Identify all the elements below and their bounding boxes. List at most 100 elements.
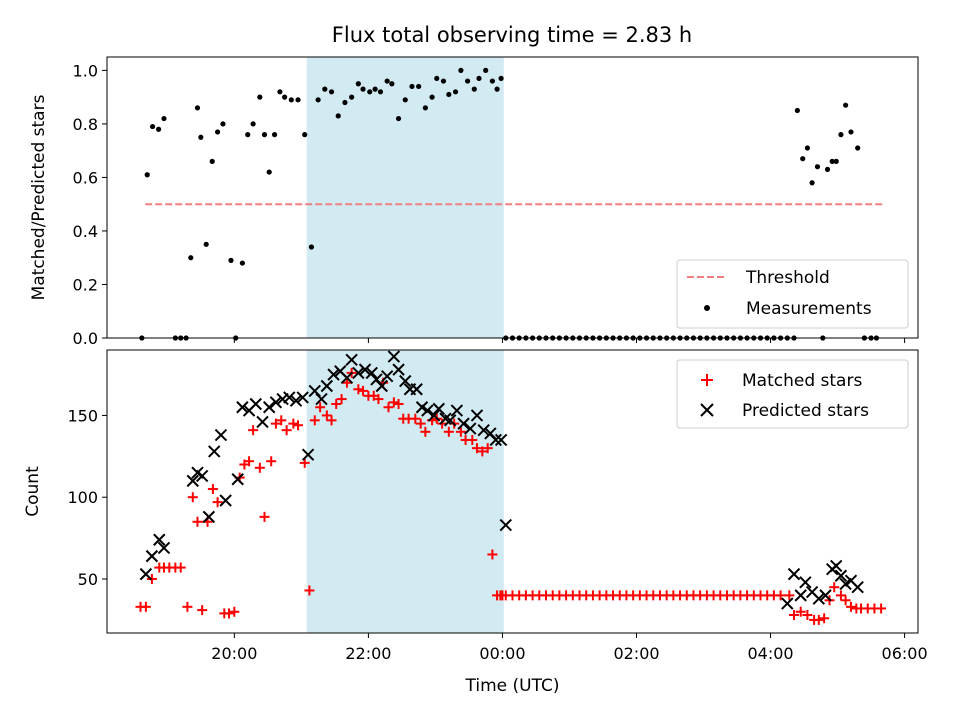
predicted-star-point [470, 409, 484, 422]
matched-star-point [248, 425, 259, 436]
measurement-point [434, 75, 440, 82]
x-axis-label: Time (UTC) [465, 676, 560, 696]
measurement-point [429, 94, 435, 100]
predicted-star-point [327, 368, 340, 381]
predicted-star-point [830, 559, 843, 573]
matched-star-point [304, 585, 315, 596]
measurement-point [302, 132, 308, 138]
measurement-point [149, 123, 156, 130]
measurement-point [838, 132, 844, 138]
matched-star-point [482, 443, 493, 454]
ratio-y-tick-label: 0.6 [73, 168, 98, 187]
matched-star-point [175, 562, 186, 573]
measurement-point [250, 121, 256, 127]
matched-star-point [270, 418, 281, 429]
measurement-point [194, 105, 201, 111]
legend-measurements-swatch [704, 305, 710, 311]
measurement-point [308, 244, 315, 250]
matched-star-point [383, 402, 394, 413]
x-tick-label: 22:00 [345, 644, 391, 663]
measurement-point [458, 67, 464, 73]
measurement-point [257, 94, 263, 100]
measurement-point [203, 241, 209, 247]
predicted-star-point [320, 379, 334, 393]
ratio-y-tick-label: 0.8 [73, 115, 98, 134]
count-y-tick-label: 150 [67, 406, 98, 425]
predicted-star-point [157, 541, 171, 555]
predicted-star-point [214, 428, 228, 442]
measurement-point [402, 97, 408, 103]
matched-star-point [373, 394, 384, 405]
matched-star-point [276, 415, 287, 426]
measurement-point [464, 78, 471, 84]
matched-star-point [829, 582, 840, 593]
measurement-point [161, 115, 167, 122]
predicted-star-point [262, 401, 276, 414]
matched-star-point [455, 426, 466, 437]
measurement-point [483, 67, 489, 73]
measurement-point [809, 180, 815, 186]
predicted-star-point [380, 369, 394, 383]
x-tick-label: 06:00 [882, 644, 928, 663]
measurement-point [452, 89, 459, 95]
measurement-point [804, 145, 811, 151]
x-tick-label: 00:00 [479, 644, 525, 663]
predicted-star-point [358, 363, 372, 376]
predicted-star-point [799, 576, 812, 589]
measurement-point [855, 145, 861, 151]
ratio-y-tick-label: 1.0 [73, 61, 98, 80]
legend-predicted-label: Predicted stars [742, 401, 869, 421]
matched-star-point [388, 397, 399, 408]
x-tick-label: 04:00 [747, 644, 793, 663]
measurement-point [156, 126, 162, 132]
measurement-point [829, 158, 835, 164]
measurement-point [377, 89, 384, 95]
matched-star-point [244, 456, 255, 467]
predicted-star-point [289, 394, 303, 407]
measurement-point [422, 105, 428, 111]
predicted-star-point [231, 473, 244, 486]
predicted-star-point [365, 366, 378, 380]
legend-predicted-swatch [700, 403, 714, 417]
legend-measurements-label: Measurements [746, 299, 872, 319]
matched-star-point [443, 426, 454, 437]
predicted-star-point [202, 510, 216, 524]
predicted-star-point [477, 423, 490, 437]
count-y-tick-label: 100 [67, 488, 98, 507]
measurement-point [271, 132, 278, 138]
ratio-y-axis-label: Matched/Predicted stars [29, 94, 49, 300]
ratio-legend-box [676, 259, 909, 329]
predicted-star-point [153, 533, 166, 546]
measurement-point [498, 75, 504, 82]
predicted-star-point [301, 448, 315, 461]
ratio-y-tick-label: 0.4 [73, 222, 98, 241]
predicted-star-point [186, 474, 199, 488]
predicted-star-point [139, 567, 153, 581]
ratio-legend: Threshold Measurements [676, 259, 909, 329]
measurement-point [800, 156, 806, 162]
measurement-point [794, 107, 800, 114]
measurement-point [446, 91, 452, 98]
matched-star-point [840, 595, 851, 606]
ratio-y-tick-label: 0.0 [73, 329, 98, 348]
matched-star-point [358, 385, 369, 396]
predicted-star-point [399, 374, 412, 388]
measurement-point [824, 166, 831, 172]
matched-star-point [467, 434, 478, 445]
matched-star-point [420, 426, 431, 437]
predicted-star-point [427, 409, 441, 422]
measurement-point [814, 164, 821, 170]
matched-star-point [819, 613, 830, 624]
measurement-point [843, 102, 849, 108]
matched-star-point [321, 410, 332, 421]
ratio-panel-frame [106, 56, 919, 339]
measurement-point [328, 89, 335, 95]
matched-star-point [254, 462, 265, 473]
measurement-point [261, 132, 268, 138]
matched-star-point [845, 601, 856, 612]
measurement-point [355, 81, 361, 87]
predicted-star-point [819, 589, 832, 602]
matched-star-point [789, 610, 800, 621]
